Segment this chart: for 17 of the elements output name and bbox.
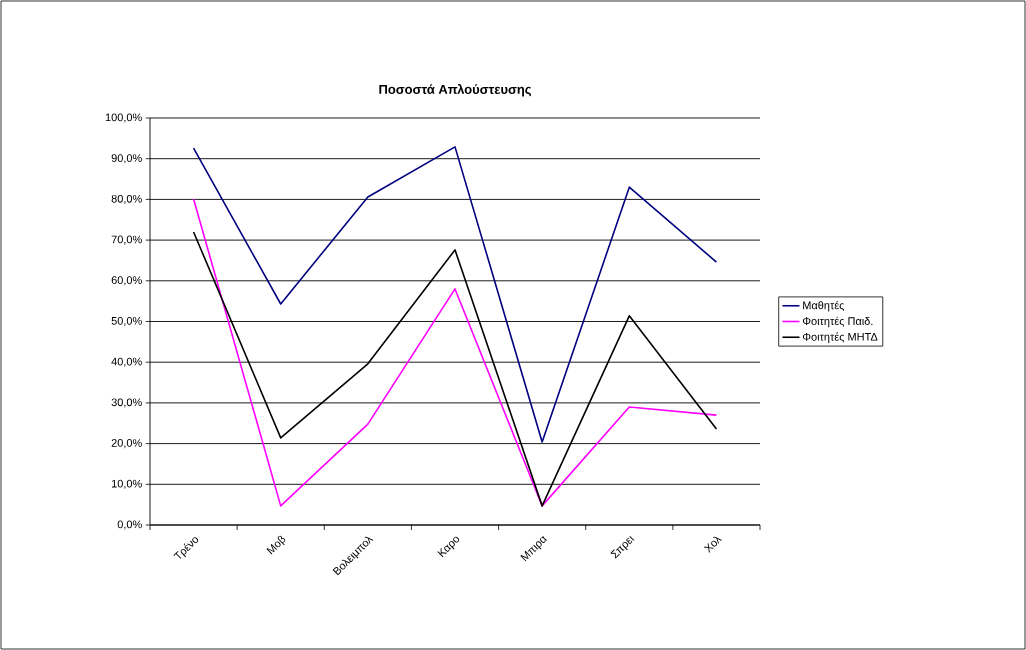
line-series (192, 146, 718, 443)
x-tick-label: Χολ (703, 536, 722, 553)
chart-title: Ποσοστά Απλούστευσης (379, 84, 531, 97)
legend-label: Φοιτητές ΜΗΤΔ (802, 332, 878, 343)
y-tick-label: 40,0% (111, 357, 142, 367)
y-tick-label: 30,0% (111, 398, 142, 408)
y-tick-label: 60,0% (111, 276, 142, 286)
y-tick-label: 70,0% (111, 235, 142, 245)
y-tick-label: 100,0% (105, 113, 142, 123)
y-tick-label: 50,0% (111, 316, 142, 327)
legend-label: Μαθητές (803, 300, 845, 312)
y-tick-label: 10,0% (111, 479, 142, 489)
y-tick-label: 90,0% (111, 154, 142, 164)
legend-label: Φοιτητές Παιδ. (802, 316, 873, 328)
y-tick-label: 20,0% (111, 439, 142, 449)
y-tick-label: 0,0% (117, 520, 142, 530)
y-tick-label: 80,0% (111, 194, 142, 204)
